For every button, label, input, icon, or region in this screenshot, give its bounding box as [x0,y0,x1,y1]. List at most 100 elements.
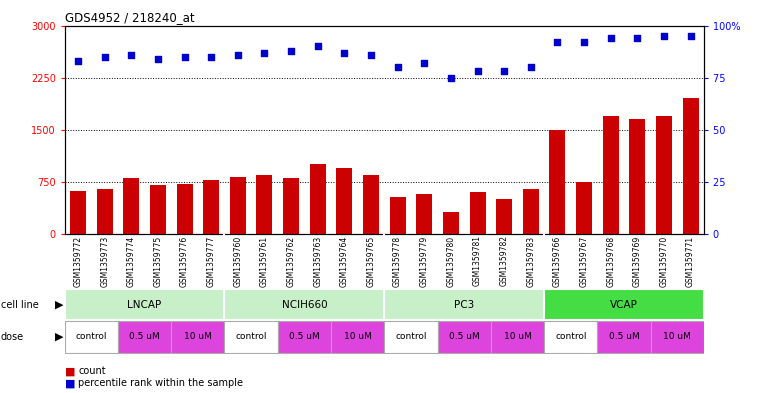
Text: cell line: cell line [1,299,39,310]
Bar [283,178,299,234]
Point [285,48,297,54]
Bar [123,178,139,234]
Text: ■: ■ [65,366,75,376]
Bar [118,321,171,353]
Point [231,51,244,58]
Bar [256,175,272,234]
Bar [656,116,672,234]
Bar [491,321,544,353]
Bar [65,321,118,353]
Bar [523,189,539,234]
Bar [97,189,113,234]
Bar [651,321,704,353]
Text: LNCAP: LNCAP [127,299,162,310]
Point [98,53,111,60]
Bar [384,290,544,320]
Bar [331,321,384,353]
Bar [203,180,219,234]
Point [72,58,84,64]
Text: GSM1359769: GSM1359769 [633,235,642,287]
Bar [224,321,278,353]
Text: GSM1359777: GSM1359777 [207,235,215,287]
Point [604,35,616,41]
Text: 0.5 uM: 0.5 uM [609,332,639,342]
Point [444,74,457,81]
Bar [363,175,379,234]
Point [684,33,696,39]
Text: control: control [75,332,107,342]
Bar [603,116,619,234]
Bar [549,130,565,234]
Text: GSM1359772: GSM1359772 [74,235,82,286]
Text: control: control [395,332,427,342]
Text: GSM1359763: GSM1359763 [314,235,322,287]
Text: count: count [78,366,106,376]
Text: GSM1359766: GSM1359766 [553,235,562,287]
Point [151,56,164,62]
Bar [544,290,704,320]
Text: VCAP: VCAP [610,299,638,310]
Bar [336,168,352,234]
Text: NCIH660: NCIH660 [282,299,327,310]
Bar [150,185,166,234]
Text: ■: ■ [65,378,75,388]
Bar [438,321,491,353]
Text: GSM1359773: GSM1359773 [100,235,109,287]
Bar [629,119,645,234]
Bar [496,199,512,234]
Text: GSM1359782: GSM1359782 [500,235,508,286]
Text: GSM1359765: GSM1359765 [367,235,375,287]
Text: GSM1359760: GSM1359760 [234,235,242,287]
Bar [230,177,246,234]
Text: GSM1359768: GSM1359768 [607,235,615,286]
Point [178,53,190,60]
Point [391,64,403,70]
Bar [576,182,592,234]
Text: GSM1359776: GSM1359776 [180,235,189,287]
Bar [443,211,459,234]
Bar [278,321,331,353]
Bar [416,194,432,234]
Point [205,53,218,60]
Bar [470,192,486,234]
Text: 0.5 uM: 0.5 uM [449,332,479,342]
Point [125,51,137,58]
Text: GSM1359783: GSM1359783 [527,235,535,286]
Point [338,50,350,56]
Bar [683,98,699,234]
Text: 0.5 uM: 0.5 uM [289,332,320,342]
Text: GSM1359770: GSM1359770 [660,235,668,287]
Bar [177,184,193,234]
Text: GSM1359774: GSM1359774 [127,235,135,287]
Text: GSM1359781: GSM1359781 [473,235,482,286]
Text: 10 uM: 10 uM [344,332,371,342]
Text: GSM1359771: GSM1359771 [686,235,695,286]
Bar [597,321,651,353]
Text: GSM1359764: GSM1359764 [340,235,349,287]
Point [258,50,271,56]
Bar [171,321,224,353]
Text: GSM1359775: GSM1359775 [154,235,162,287]
Text: GSM1359762: GSM1359762 [287,235,295,286]
Bar [544,321,597,353]
Text: GSM1359779: GSM1359779 [420,235,428,287]
Point [524,64,537,70]
Text: 0.5 uM: 0.5 uM [129,332,160,342]
Bar [390,197,406,234]
Text: 10 uM: 10 uM [664,332,691,342]
Point [419,60,431,66]
Point [312,43,324,50]
Text: percentile rank within the sample: percentile rank within the sample [78,378,244,388]
Text: GSM1359761: GSM1359761 [260,235,269,286]
Text: control: control [555,332,587,342]
Text: control: control [235,332,267,342]
Point [578,39,590,45]
Text: 10 uM: 10 uM [184,332,212,342]
Text: dose: dose [1,332,24,342]
Bar [65,290,224,320]
Text: ▶: ▶ [55,299,63,310]
Text: GSM1359780: GSM1359780 [447,235,455,286]
Point [658,33,670,39]
Bar [224,290,384,320]
Text: GDS4952 / 218240_at: GDS4952 / 218240_at [65,11,194,24]
